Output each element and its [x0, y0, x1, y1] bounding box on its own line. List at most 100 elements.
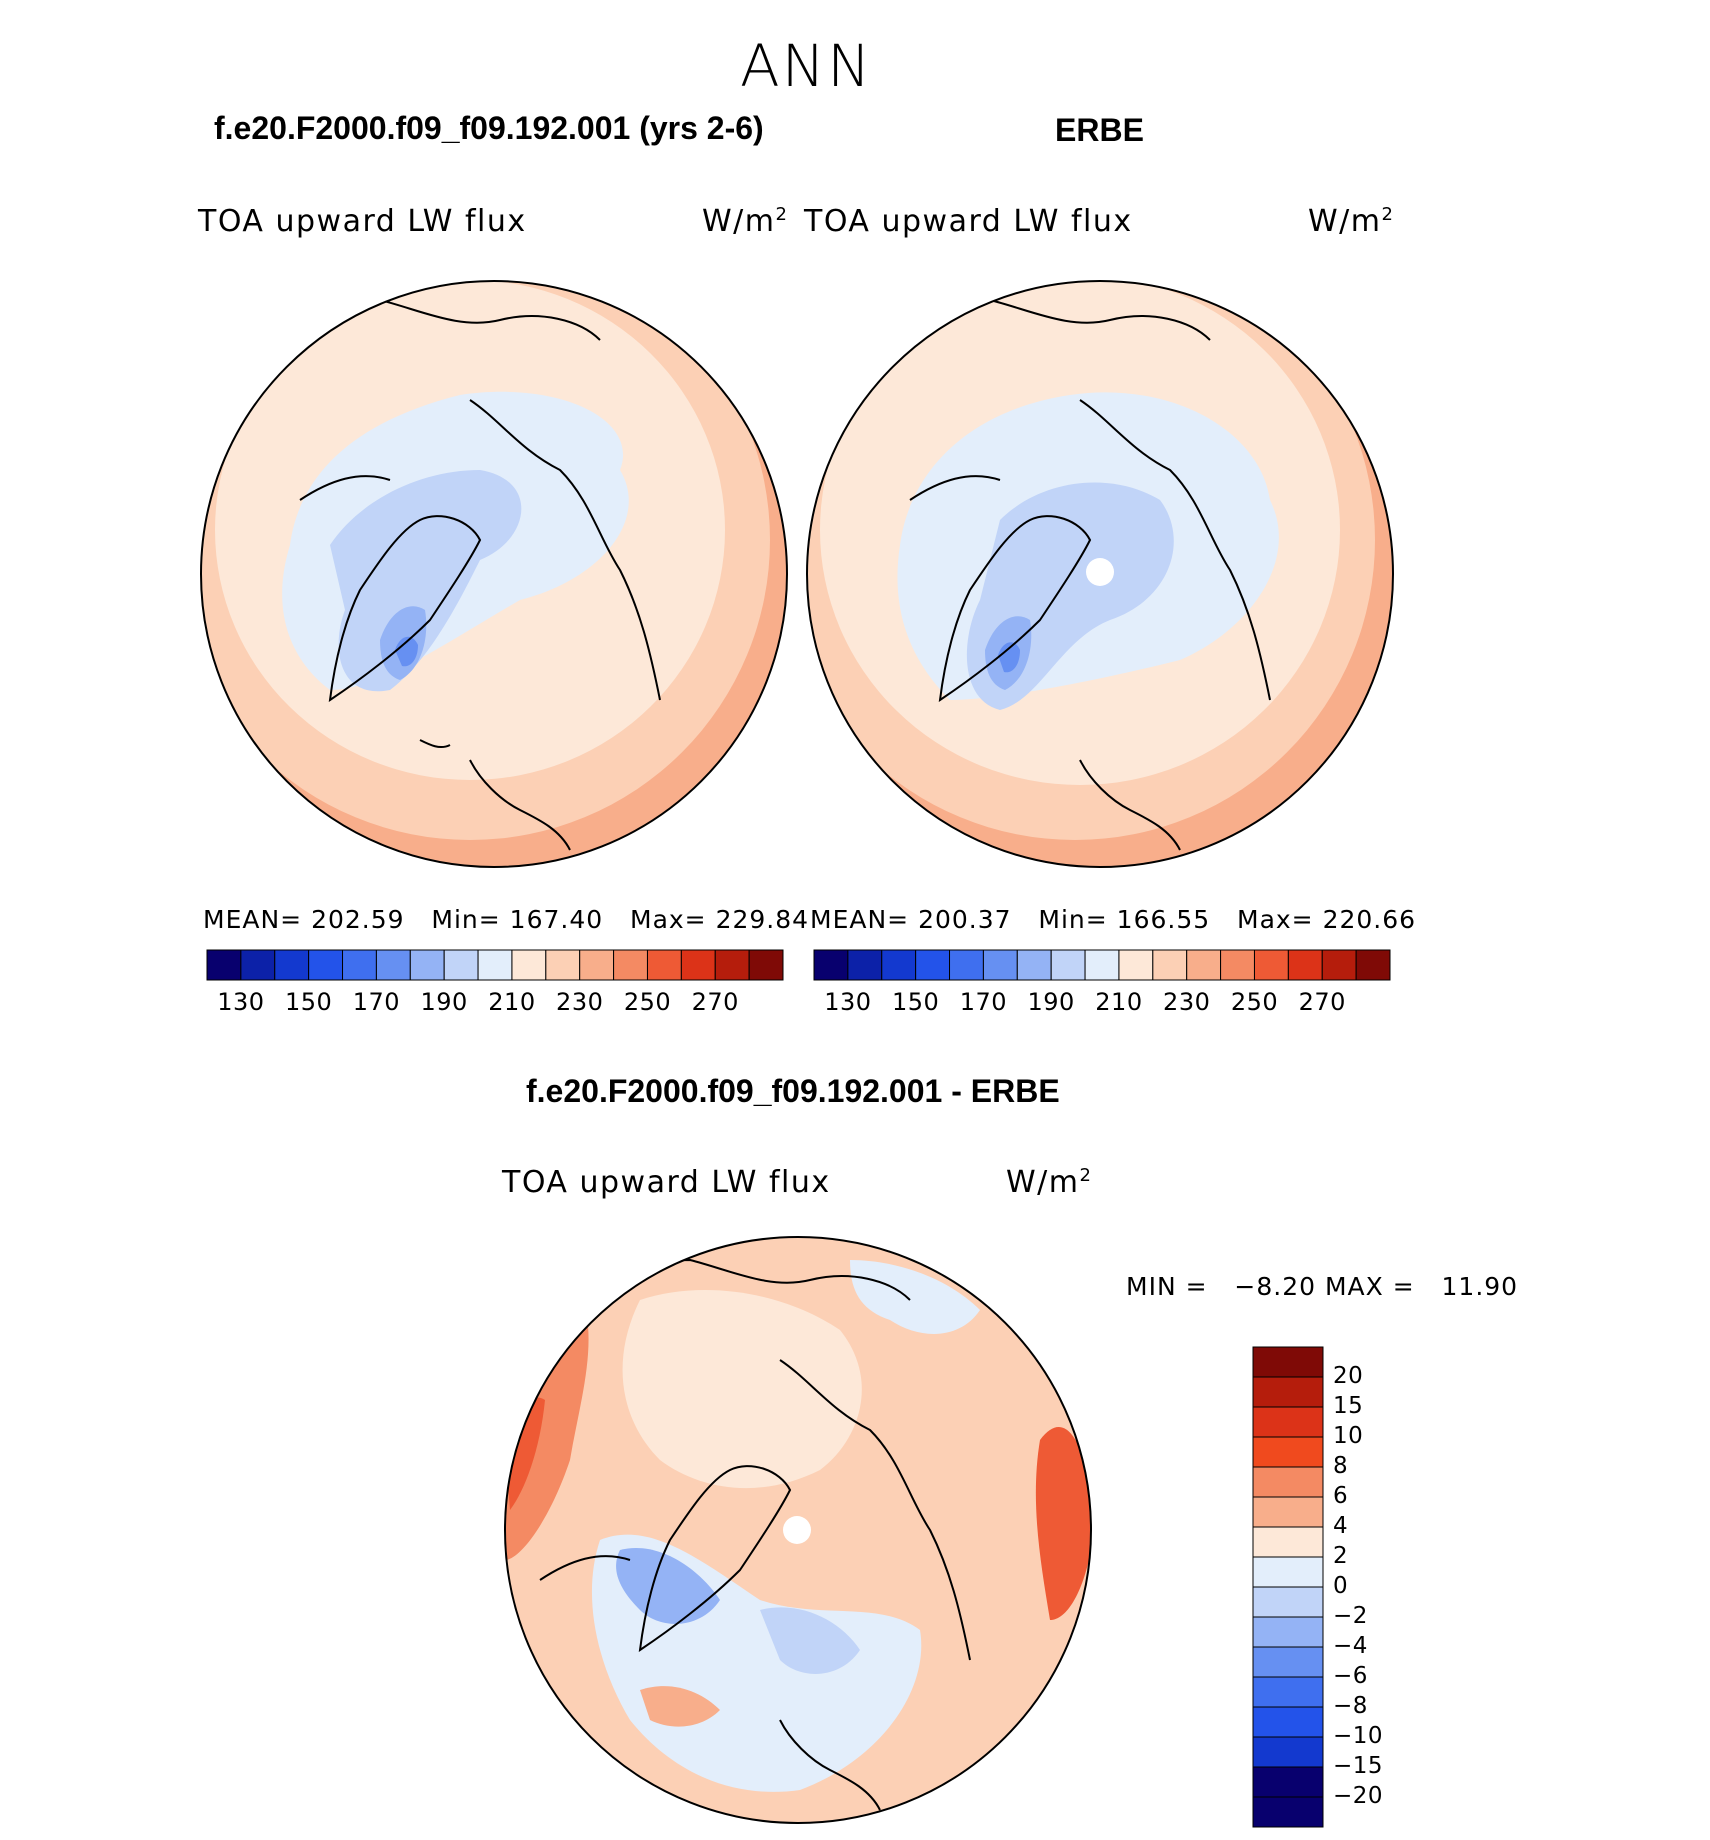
diff-colorbar-tick-label: −15 [1333, 1753, 1384, 1779]
diff-colorbar-tick-label: 8 [1333, 1453, 1349, 1479]
diff-colorbar-swatch [1252, 1466, 1324, 1498]
model-colorbar-ticks: 130 150 170 190 210 230 250 270 [207, 988, 783, 1018]
diff-colorbar-swatch [1252, 1436, 1324, 1468]
diff-colorbar-tick-label: 10 [1333, 1423, 1364, 1449]
model-stats: MEAN= 202.59 Min= 167.40 Max= 229.84 [203, 905, 810, 934]
model-panel-title: f.e20.F2000.f09_f09.192.001 (yrs 2-6) [214, 110, 764, 146]
model-colorbar-swatch [579, 949, 615, 981]
obs-colorbar-tick-label: 150 [891, 988, 940, 1016]
diff-colorbar-tick-label: 4 [1333, 1513, 1349, 1539]
diff-colorbar-tick-label: 2 [1333, 1543, 1349, 1569]
obs-colorbar-tick-label: 210 [1095, 988, 1143, 1016]
obs-variable-label: TOA upward LW flux [804, 204, 1133, 239]
obs-colorbar-tick-label: 190 [1027, 988, 1075, 1016]
model-colorbar-swatch [443, 949, 479, 981]
model-colorbar-tick-label: 190 [420, 988, 468, 1016]
model-colorbar-swatch [375, 949, 411, 981]
diff-stats: MIN = −8.20 MAX = 11.90 [1126, 1272, 1519, 1301]
diff-colorbar-tick-label: 20 [1333, 1363, 1364, 1389]
model-colorbar-tick-label: 170 [352, 988, 401, 1016]
obs-colorbar-swatch [1321, 949, 1357, 981]
diff-colorbar-swatch [1252, 1796, 1324, 1828]
diff-colorbar-tick-label: −4 [1333, 1633, 1368, 1659]
diff-colorbar-swatch [1252, 1406, 1324, 1438]
diff-units-label: W/m2 [1006, 1165, 1093, 1200]
diff-colorbar-swatch [1252, 1766, 1324, 1798]
obs-colorbar-swatch [847, 949, 883, 981]
diff-colorbar-ticks: 20 15 10 8 6 4 2 0 −2 −4 −6 −8 −10 −15 −20 [1333, 1347, 1433, 1827]
diff-panel-title: f.e20.F2000.f09_f09.192.001 - ERBE [526, 1073, 1060, 1109]
obs-colorbar-swatch [949, 949, 984, 981]
diff-variable-label: TOA upward LW flux [502, 1165, 831, 1200]
diff-colorbar-swatch [1252, 1526, 1324, 1558]
obs-colorbar-swatch [1084, 949, 1120, 981]
season-title: ANN [740, 32, 873, 100]
model-colorbar [206, 949, 784, 981]
diff-colorbar-tick-label: 15 [1333, 1393, 1364, 1419]
model-colorbar-tick-label: 230 [556, 988, 604, 1016]
diff-colorbar-tick-label: −20 [1333, 1783, 1384, 1809]
obs-colorbar-tick-label: 270 [1298, 988, 1346, 1016]
obs-colorbar-swatch [982, 949, 1018, 981]
obs-colorbar-swatch [1355, 949, 1391, 981]
model-colorbar-tick-label: 130 [217, 988, 265, 1016]
diff-colorbar-tick-label: −2 [1333, 1603, 1368, 1629]
diff-colorbar-tick-label: 6 [1333, 1483, 1349, 1509]
model-variable-label: TOA upward LW flux [198, 204, 527, 239]
obs-colorbar-tick-label: 230 [1163, 988, 1211, 1016]
obs-colorbar-swatch [915, 949, 951, 981]
obs-colorbar-swatch [813, 949, 849, 981]
model-colorbar-swatch [409, 949, 445, 981]
diff-colorbar [1252, 1346, 1324, 1828]
obs-colorbar-swatch [1118, 949, 1154, 981]
diff-colorbar-swatch [1252, 1676, 1324, 1708]
model-colorbar-tick-label: 210 [488, 988, 536, 1016]
diff-colorbar-swatch [1252, 1496, 1324, 1528]
obs-colorbar-ticks: 130 150 170 190 210 230 250 270 [814, 988, 1390, 1018]
model-colorbar-tick-label: 150 [284, 988, 333, 1016]
obs-colorbar-swatch [1253, 949, 1289, 981]
obs-colorbar-swatch [1050, 949, 1086, 981]
diff-colorbar-swatch [1252, 1586, 1324, 1618]
diff-colorbar-swatch [1252, 1646, 1324, 1678]
obs-colorbar-swatch [1220, 949, 1255, 981]
diff-colorbar-swatch [1252, 1556, 1324, 1588]
diff-colorbar-tick-label: −10 [1333, 1723, 1384, 1749]
obs-panel-title: ERBE [1055, 112, 1144, 148]
diff-colorbar-tick-label: −8 [1333, 1693, 1368, 1719]
obs-colorbar-swatch [1186, 949, 1222, 981]
model-colorbar-swatch [342, 949, 377, 981]
model-colorbar-swatch [477, 949, 513, 981]
model-colorbar-swatch [274, 949, 310, 981]
obs-colorbar-tick-label: 170 [959, 988, 1008, 1016]
model-colorbar-swatch [714, 949, 750, 981]
diff-colorbar-swatch [1252, 1736, 1324, 1768]
diff-colorbar-swatch [1252, 1706, 1324, 1738]
model-colorbar-swatch [206, 949, 242, 981]
model-colorbar-swatch [680, 949, 716, 981]
model-units-label: W/m2 [702, 204, 789, 239]
obs-colorbar [813, 949, 1391, 981]
obs-units-label: W/m2 [1308, 204, 1395, 239]
obs-colorbar-swatch [1016, 949, 1052, 981]
model-colorbar-swatch [748, 949, 784, 981]
diff-colorbar-tick-label: 0 [1333, 1573, 1349, 1599]
obs-colorbar-swatch [1287, 949, 1323, 981]
model-colorbar-swatch [240, 949, 276, 981]
obs-colorbar-tick-label: 250 [1230, 988, 1279, 1016]
model-colorbar-tick-label: 250 [623, 988, 672, 1016]
obs-colorbar-tick-label: 130 [824, 988, 872, 1016]
model-colorbar-swatch [511, 949, 547, 981]
obs-stats: MEAN= 200.37 Min= 166.55 Max= 220.66 [810, 905, 1417, 934]
diff-colorbar-swatch [1252, 1376, 1324, 1408]
model-colorbar-swatch [646, 949, 682, 981]
model-colorbar-swatch [545, 949, 581, 981]
obs-colorbar-swatch [1152, 949, 1188, 981]
diff-colorbar-swatch [1252, 1616, 1324, 1648]
model-colorbar-swatch [308, 949, 344, 981]
model-colorbar-swatch [613, 949, 648, 981]
model-colorbar-tick-label: 270 [691, 988, 739, 1016]
obs-colorbar-swatch [881, 949, 917, 981]
diff-colorbar-swatch [1252, 1346, 1324, 1378]
diff-colorbar-tick-label: −6 [1333, 1663, 1368, 1689]
